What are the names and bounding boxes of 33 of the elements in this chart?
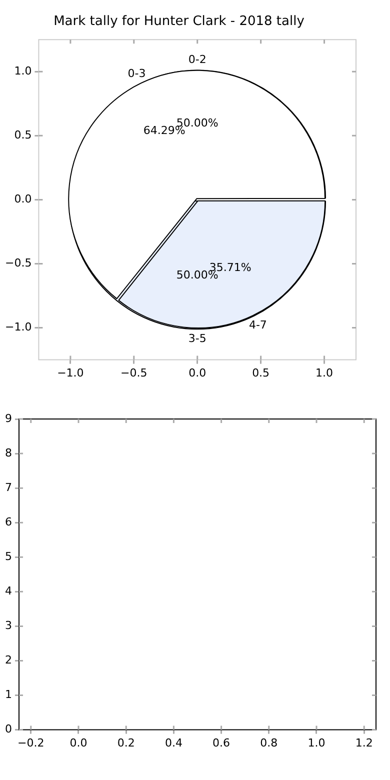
y-tick-label: 2 [5, 654, 12, 667]
y-tick-label: 4 [5, 584, 12, 598]
x-tick-label: 0.0 [188, 366, 206, 380]
y-tick-label: 7 [5, 480, 12, 494]
x-tick-label: 0.0 [70, 736, 88, 750]
y-tick-label: 9 [5, 412, 12, 425]
x-tick-label: 1.0 [308, 736, 326, 750]
x-tick-label: 0.4 [164, 736, 182, 750]
slice-label: 0-3 [128, 66, 146, 80]
y-tick-label: 0.5 [14, 128, 32, 142]
y-tick-label: 1.0 [14, 64, 32, 78]
category-label: 3-5 [188, 332, 206, 346]
x-tick-label: 0.2 [117, 736, 135, 750]
x-tick-label: −0.5 [120, 366, 148, 380]
y-tick-label: 5 [5, 550, 12, 563]
category-label: 0-2 [188, 52, 206, 66]
y-tick-label: 6 [5, 515, 12, 528]
x-tick-label: −1.0 [57, 366, 84, 380]
y-tick-label: −1.0 [4, 320, 32, 334]
y-tick-label: 1 [5, 688, 12, 702]
y-tick-label: −0.5 [4, 256, 32, 270]
y-tick-label: 0 [5, 722, 12, 736]
x-tick-label: −0.2 [18, 736, 44, 750]
y-tick-label: 3 [5, 619, 12, 632]
x-tick-label: 1.2 [355, 736, 373, 750]
y-tick-label: 0.0 [14, 192, 32, 206]
x-tick-label: 0.5 [252, 366, 270, 380]
x-tick-label: 0.6 [212, 736, 230, 750]
slice-label: 4-7 [248, 318, 267, 332]
x-tick-label: 1.0 [316, 366, 334, 380]
x-tick-label: 0.8 [260, 736, 278, 750]
chart-title: Mark tally for Hunter Clark - 2018 tally [54, 14, 305, 30]
y-tick-label: 8 [5, 446, 12, 460]
